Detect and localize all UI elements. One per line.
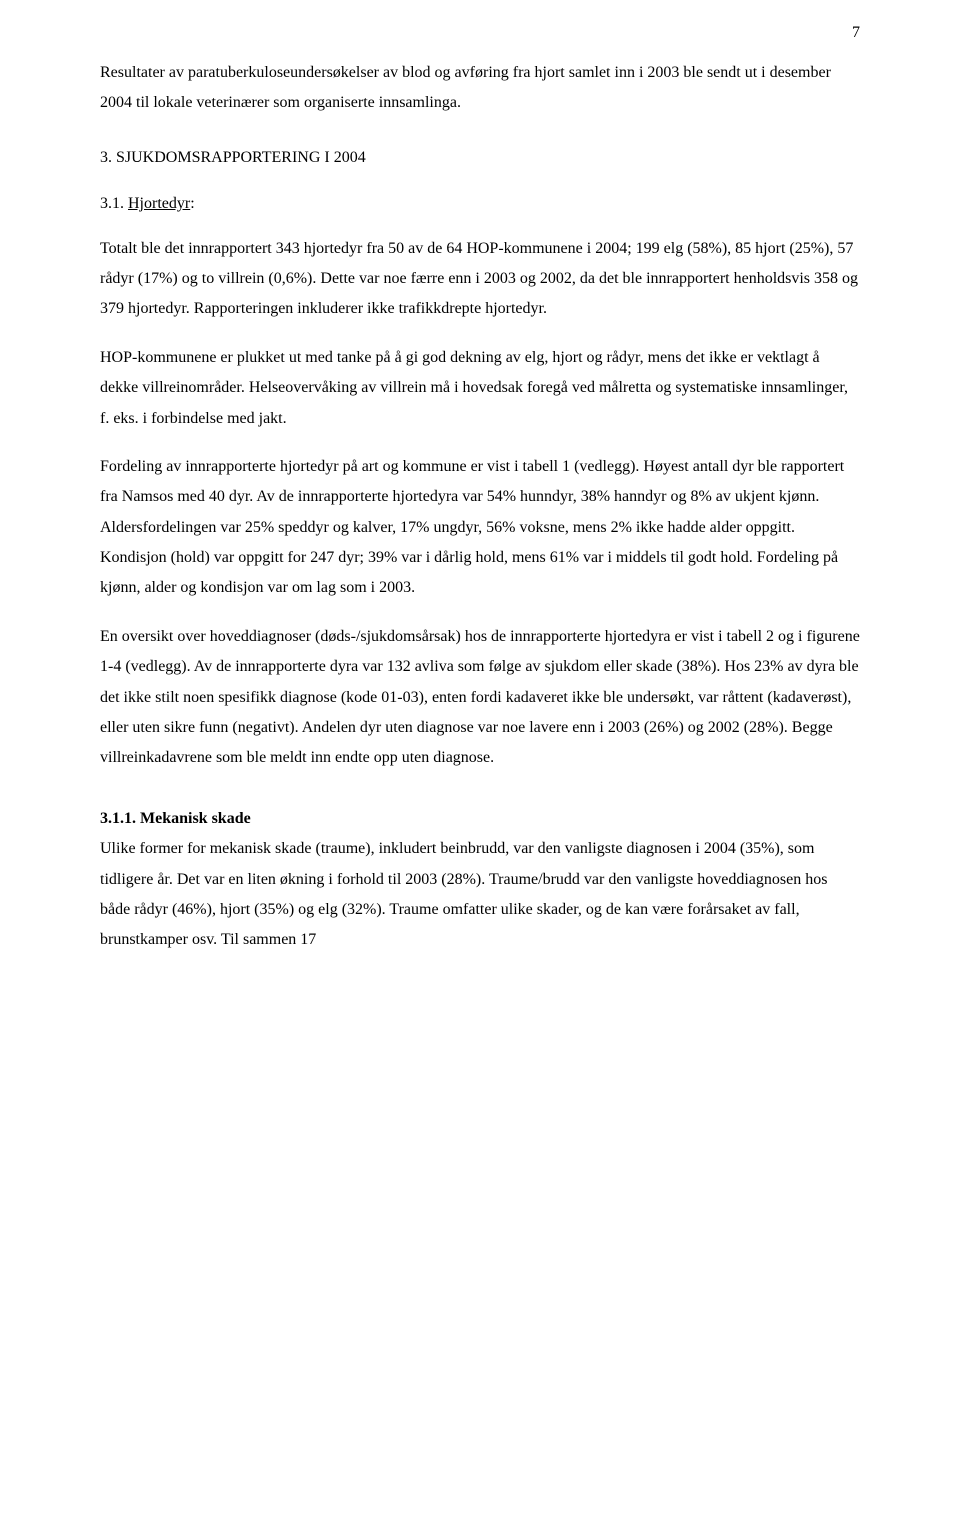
body-paragraph-5: Ulike former for mekanisk skade (traume)… <box>100 834 860 956</box>
section-heading-3-1-1: 3.1.1. Mekanisk skade <box>100 804 860 834</box>
heading-label: Hjortedyr <box>128 195 190 212</box>
document-page: 7 Resultater av paratuberkuloseundersøke… <box>0 0 960 1515</box>
body-paragraph-2: HOP-kommunene er plukket ut med tanke på… <box>100 343 860 434</box>
body-paragraph-1: Totalt ble det innrapportert 343 hjorted… <box>100 234 860 325</box>
body-paragraph-4: En oversikt over hoveddiagnoser (døds-/s… <box>100 622 860 774</box>
section-heading-3-1: 3.1. Hjortedyr: <box>100 189 860 219</box>
heading-prefix: 3.1. <box>100 195 128 212</box>
intro-paragraph: Resultater av paratuberkuloseundersøkels… <box>100 58 860 119</box>
heading-colon: : <box>190 195 194 212</box>
section-heading-3: 3. SJUKDOMSRAPPORTERING I 2004 <box>100 143 860 173</box>
page-number: 7 <box>852 24 860 42</box>
body-paragraph-3: Fordeling av innrapporterte hjortedyr på… <box>100 452 860 604</box>
